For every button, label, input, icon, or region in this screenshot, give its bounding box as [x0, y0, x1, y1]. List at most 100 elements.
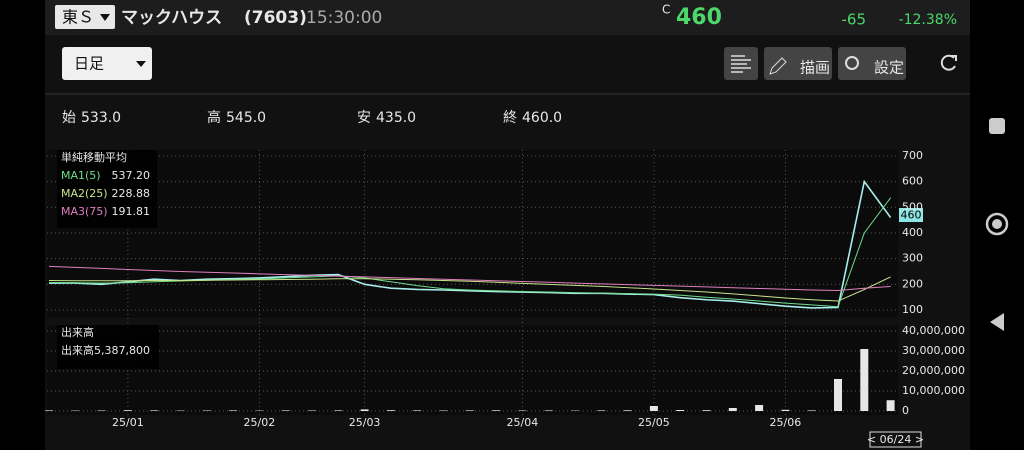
x-tick-label: 25/03 [349, 416, 381, 429]
legend-value: 191.81 [112, 205, 151, 218]
dropdown-arrow [136, 61, 146, 67]
legend-name: 出来高 [61, 343, 94, 357]
time: 15:30:00 [306, 8, 382, 28]
ma-line [48, 265, 891, 292]
volume-bar [886, 400, 895, 411]
settings-button[interactable] [838, 47, 906, 80]
volume-panel [47, 325, 898, 415]
volume-bar [702, 410, 711, 411]
y-tick-label: 300 [902, 252, 923, 265]
legend-value: 228.88 [112, 187, 151, 200]
ma-legend-box [57, 150, 157, 228]
volume-bar [334, 410, 343, 411]
volume-bar [492, 410, 501, 411]
gear-icon [845, 56, 859, 70]
exchange-select[interactable] [55, 5, 115, 29]
volume-bar [386, 410, 395, 411]
nav-home-dot [992, 219, 1002, 229]
volume-bar [649, 406, 658, 411]
y-tick-label: 400 [902, 226, 923, 239]
pencil-icon [769, 57, 787, 75]
y-tick-label: 30,000,000 [902, 344, 965, 357]
legend-value: 5,387,800 [94, 344, 150, 357]
ohlc-value: 545.0 [226, 110, 266, 126]
volume-bar [465, 410, 474, 411]
volume-bar [45, 410, 53, 411]
y-tick-label: 0 [902, 404, 909, 417]
volume-bar [413, 410, 422, 411]
cursor-date-box [869, 431, 922, 448]
y-tick-label: 40,000,000 [902, 324, 965, 337]
ma-line [48, 276, 891, 302]
volume-bar [518, 410, 527, 411]
x-tick-label: 25/01 [112, 416, 144, 429]
volume-bar [308, 410, 316, 411]
x-tick-label: 25/04 [507, 416, 539, 429]
volume-bar [281, 410, 290, 411]
ohlc-label: 始 [62, 110, 76, 126]
x-tick-label: 25/06 [770, 416, 802, 429]
nav-recent[interactable] [989, 118, 1005, 134]
nav-back[interactable] [990, 313, 1004, 331]
nav-home[interactable] [985, 212, 1009, 236]
period-select[interactable] [62, 47, 152, 80]
y-tick-label: 200 [902, 277, 923, 290]
volume-bar [755, 405, 764, 411]
volume-legend-box [57, 325, 159, 369]
price-panel [47, 150, 898, 318]
volume-bar [781, 409, 790, 411]
x-tick-label: 25/05 [638, 416, 670, 429]
volume-bar [97, 410, 106, 411]
legend-name: MA3(75) [61, 205, 108, 218]
volume-bar [807, 410, 816, 411]
y-tick-label: 10,000,000 [902, 384, 965, 397]
refresh-arrow [951, 55, 957, 61]
x-tick-label: 25/02 [244, 416, 276, 429]
ma-legend-title: 単純移動平均 [61, 150, 127, 164]
price-flag: C [662, 3, 670, 17]
draw-button[interactable] [764, 47, 832, 80]
ohlc-value: 533.0 [81, 110, 121, 126]
change: -65 [842, 11, 867, 29]
volume-bar [150, 410, 159, 411]
y-tick-label: 600 [902, 175, 923, 188]
volume-bar [229, 410, 238, 411]
stock-name: マックハウス [121, 8, 222, 28]
dropdown-arrow [100, 14, 110, 21]
ohlc-label: 安 [357, 110, 371, 126]
volume-title: 出来高 [61, 325, 94, 339]
legend-name: MA2(25) [61, 187, 108, 200]
last-price-box [899, 208, 923, 222]
stock-code: (7603) [244, 8, 307, 28]
refresh-icon[interactable] [940, 54, 956, 71]
ohlc-value: 435.0 [376, 110, 416, 126]
period: 日足 [74, 55, 104, 73]
y-tick-label: 500 [902, 200, 923, 213]
volume-bar [728, 408, 737, 411]
volume-bar [439, 410, 448, 411]
exchange: 東Ｓ [62, 8, 94, 27]
settings-label: 設定 [874, 59, 904, 77]
volume-bar [597, 410, 606, 411]
change-pct: -12.38% [899, 12, 957, 28]
volume-bar [834, 379, 842, 411]
list-icon [731, 55, 751, 73]
legend-name: MA1(5) [61, 169, 101, 182]
price: 460 [676, 5, 722, 30]
volume-bar [544, 410, 553, 411]
cursor-date: < 06/24 > [867, 433, 924, 446]
volume-bar [676, 410, 685, 411]
y-tick-label: 700 [902, 149, 923, 162]
top-bar [45, 0, 970, 35]
y-tick-label: 20,000,000 [902, 364, 965, 377]
ohlc-label: 終 [503, 110, 517, 126]
volume-bar [123, 410, 132, 411]
volume-bar [360, 409, 369, 411]
volume-bar [860, 349, 869, 411]
draw-label: 描画 [800, 59, 830, 77]
ohlc-label: 高 [207, 109, 221, 126]
plots [45, 150, 898, 415]
last-price-label: 460 [901, 209, 922, 222]
ohlc-value: 460.0 [522, 110, 562, 126]
